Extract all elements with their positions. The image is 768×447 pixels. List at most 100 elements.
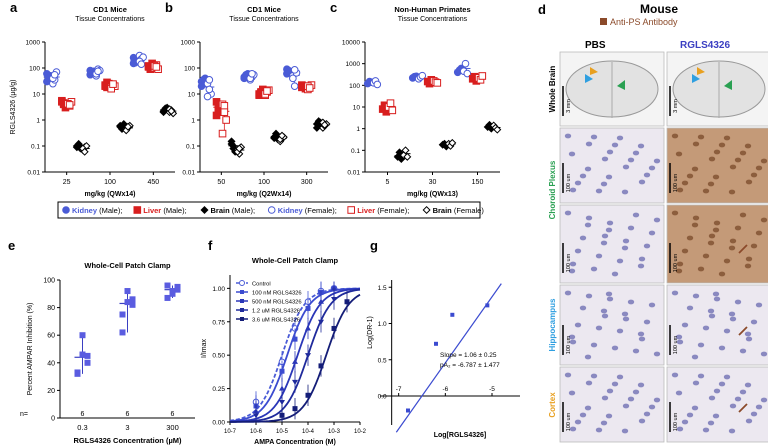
nucleus xyxy=(590,266,598,272)
data-point xyxy=(279,385,285,391)
stain-label: Anti-PS Antibody xyxy=(610,17,678,27)
nucleus xyxy=(723,328,731,334)
nucleus xyxy=(739,150,747,156)
nucleus xyxy=(579,173,587,179)
nucleus xyxy=(728,428,736,434)
x-tick-label: 30 xyxy=(429,179,437,186)
row-label: Cortex xyxy=(548,392,557,418)
data-point xyxy=(478,72,487,80)
nucleus xyxy=(712,413,720,419)
data-point xyxy=(290,82,299,90)
nucleus xyxy=(590,373,598,379)
nucleus xyxy=(676,339,684,345)
nucleus xyxy=(601,313,609,319)
data-point xyxy=(433,79,442,87)
nucleus xyxy=(632,348,640,354)
data-point xyxy=(137,60,146,69)
nucleus xyxy=(584,222,592,228)
legend-label: Kidney (Female); xyxy=(278,206,337,215)
nucleus xyxy=(601,233,609,239)
data-point xyxy=(305,305,311,311)
nucleus xyxy=(702,427,710,433)
nucleus xyxy=(744,143,752,149)
y-tick-label: 0 xyxy=(51,416,55,423)
y-tick-label: 0.75 xyxy=(212,319,225,326)
nucleus xyxy=(601,156,609,162)
legend-item: Brain (Female) xyxy=(422,205,484,215)
y-tick-label: 1.0 xyxy=(378,321,387,328)
data-point xyxy=(79,332,86,339)
nucleus xyxy=(675,390,683,396)
nucleus xyxy=(744,331,752,337)
arrow xyxy=(738,403,748,413)
nucleus xyxy=(729,238,737,244)
data-point xyxy=(331,325,337,331)
nucleus xyxy=(595,325,603,331)
y-tick-label: 1 xyxy=(191,118,195,125)
chart-title: CD1 Mice xyxy=(247,5,281,14)
nucleus xyxy=(627,396,635,402)
data-point xyxy=(292,358,298,364)
nucleus xyxy=(707,420,715,426)
nucleus xyxy=(638,418,646,424)
y-tick-label: 100 xyxy=(184,66,195,73)
nucleus xyxy=(569,261,577,267)
y-tick-label: 0.1 xyxy=(186,144,195,151)
nucleus xyxy=(723,135,731,141)
data-point xyxy=(119,311,126,318)
nucleus xyxy=(579,235,587,241)
legend-box: Kidney (Male); Liver (Male); Brain (Male);… xyxy=(57,201,484,219)
x-tick-label: 3 xyxy=(125,423,129,432)
nucleus xyxy=(643,319,651,325)
legend-marker xyxy=(240,299,244,303)
n-label: n= xyxy=(20,411,28,418)
legend-label: 1.2 uM RGLS4326 xyxy=(252,309,300,315)
nucleus xyxy=(638,179,646,185)
nucleus xyxy=(595,188,603,194)
nucleus xyxy=(584,405,592,411)
n-value: 6 xyxy=(126,411,130,418)
arrow-hippocampus xyxy=(692,74,700,83)
panel-f: f Whole-Cell Patch Clamp 0.00 0.25 0.50 0.75 1… xyxy=(201,238,367,446)
x-tick-label: 150 xyxy=(472,179,484,186)
nucleus xyxy=(648,302,656,308)
legend-item: Kidney (Male); xyxy=(62,206,122,215)
panel-letter: c xyxy=(330,0,337,15)
legend-label: Control xyxy=(252,282,271,288)
data-point xyxy=(418,71,427,80)
row-label: Hippocampus xyxy=(548,298,557,351)
n-value: 6 xyxy=(81,411,85,418)
data-point xyxy=(220,108,229,116)
nucleus xyxy=(739,348,747,354)
data-point xyxy=(406,408,410,413)
panel-e: e Whole-Cell Patch Clamp 0 20 40 60 80 100 Perce… xyxy=(8,238,195,445)
y-tick-label: 20 xyxy=(47,388,55,395)
nucleus xyxy=(750,411,758,417)
nucleus xyxy=(712,227,720,233)
nucleus xyxy=(601,395,609,401)
nucleus xyxy=(616,258,624,264)
data-point xyxy=(124,288,131,295)
x-axis-label: mg/kg (QWx14) xyxy=(85,191,136,198)
data-point xyxy=(290,66,299,74)
legend-marker xyxy=(422,205,431,215)
data-point xyxy=(305,325,311,331)
y-tick-label: 10000 xyxy=(342,40,360,47)
nucleus xyxy=(744,382,752,388)
nucleus xyxy=(692,380,700,386)
histology-image: 100 um xyxy=(559,284,665,366)
legend-label: Liver (Female); xyxy=(357,206,409,215)
y-tick-label: 0.01 xyxy=(27,170,40,177)
nucleus xyxy=(621,245,629,251)
nucleus xyxy=(745,336,753,342)
nucleus xyxy=(637,382,645,388)
arrow-hippocampus xyxy=(585,74,593,83)
x-tick-label: 100 xyxy=(258,179,270,186)
nucleus xyxy=(622,403,630,409)
nucleus xyxy=(718,381,726,387)
chart-subtitle: Tissue Concentrations xyxy=(75,16,145,23)
legend-label: Kidney (Male); xyxy=(72,206,122,215)
nucleus xyxy=(585,293,593,299)
nucleus xyxy=(745,256,753,262)
